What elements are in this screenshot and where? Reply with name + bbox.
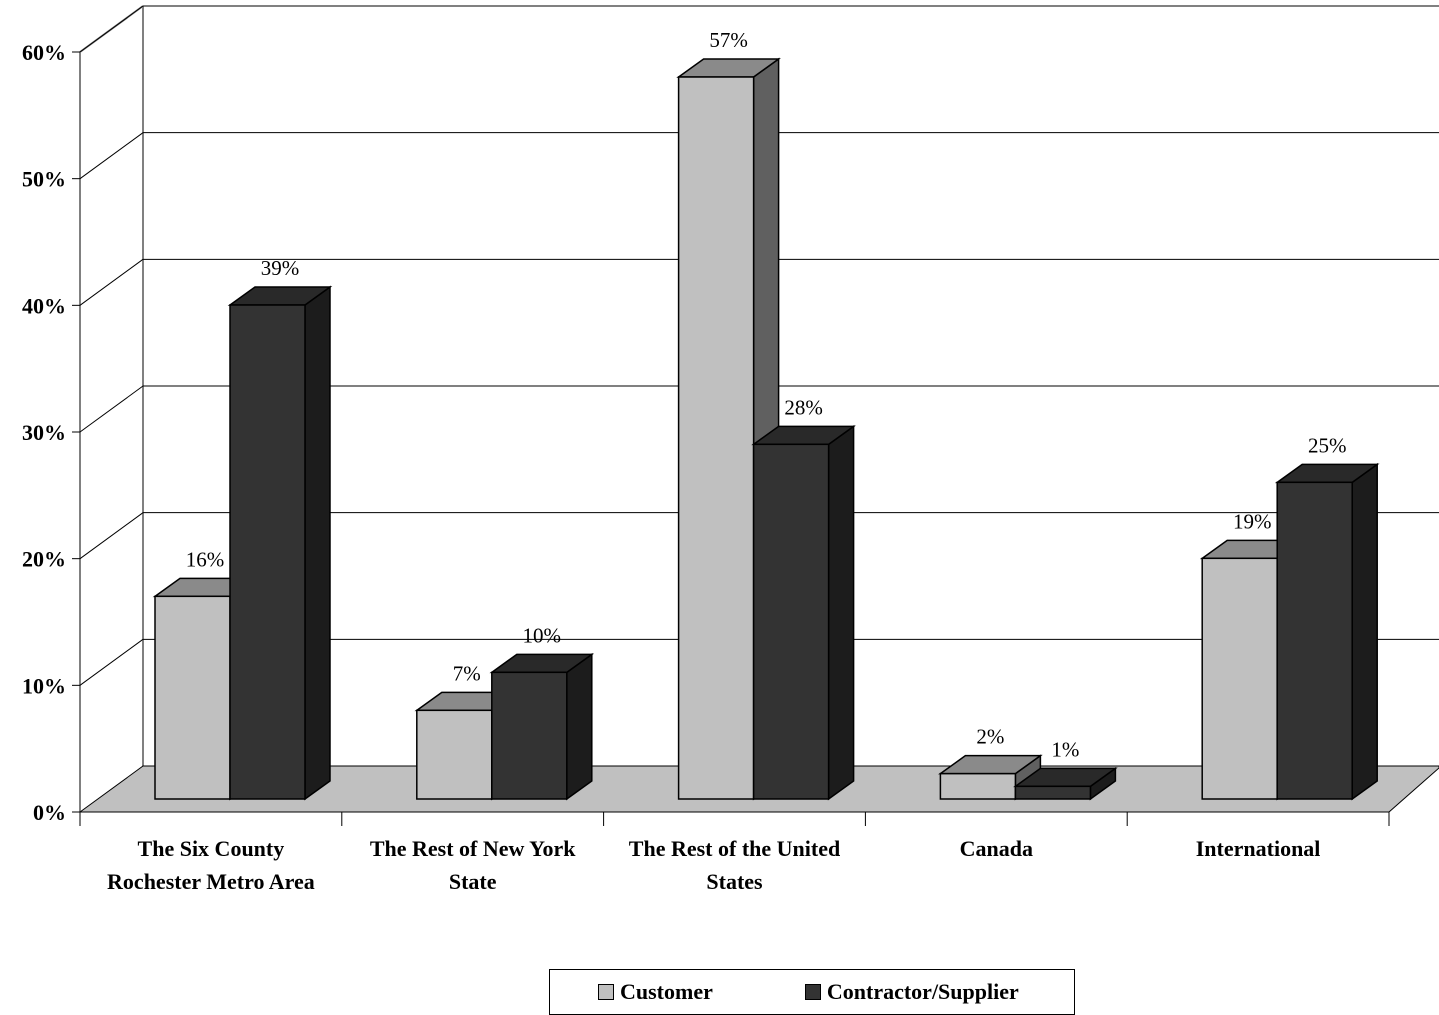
bar <box>1014 785 1092 800</box>
bar <box>416 709 493 800</box>
data-label: 28% <box>784 395 823 419</box>
legend-item-customer: Customer <box>598 979 713 1005</box>
data-labels: 16% 39% 7% 10% 57% 28% 2% 1% 19% 25% <box>186 28 1347 761</box>
bar <box>229 304 306 800</box>
bar <box>677 76 755 800</box>
legend-label-customer: Customer <box>620 979 713 1004</box>
bar <box>752 443 830 800</box>
gridline-side <box>79 385 144 433</box>
data-label: 16% <box>186 547 225 571</box>
category-label: States <box>706 869 763 894</box>
data-label: 19% <box>1233 509 1272 533</box>
data-label: 2% <box>976 725 1004 749</box>
legend-item-contractor-supplier: Contractor/Supplier <box>804 979 1019 1005</box>
bar <box>1276 481 1353 800</box>
gridline-side <box>79 132 144 180</box>
data-label: 57% <box>709 28 748 52</box>
data-label: 1% <box>1051 737 1079 761</box>
y-axis: 0% 10% 20% 30% 40% 50% 60% <box>22 40 80 825</box>
data-label: 7% <box>453 661 481 685</box>
gridline-side <box>79 5 144 53</box>
category-label: The Rest of the United <box>629 836 840 861</box>
bar <box>154 595 231 800</box>
legend-swatch-customer <box>598 984 614 1000</box>
data-label: 39% <box>261 256 300 280</box>
y-tick-label: 50% <box>22 167 66 192</box>
bars <box>152 57 1380 801</box>
bar-side <box>1351 462 1378 801</box>
gridline-side <box>79 258 144 306</box>
bar-side <box>827 424 855 801</box>
gridline-side <box>79 512 144 560</box>
data-label: 10% <box>523 623 562 647</box>
legend-label-contractor-supplier: Contractor/Supplier <box>826 979 1019 1004</box>
bar-side <box>566 652 593 801</box>
category-label: International <box>1196 836 1321 861</box>
bar <box>491 671 568 800</box>
bar <box>1201 557 1278 800</box>
y-tick-label: 10% <box>22 673 66 698</box>
y-tick-label: 20% <box>22 547 66 572</box>
data-label: 25% <box>1308 433 1347 457</box>
category-label: State <box>449 869 497 894</box>
y-tick-label: 30% <box>22 420 66 445</box>
y-tick-label: 60% <box>22 40 66 65</box>
category-label: The Six County <box>138 836 285 861</box>
y-tick-label: 40% <box>22 293 66 318</box>
bar <box>939 772 1017 800</box>
category-label: Rochester Metro Area <box>107 869 315 894</box>
legend: Customer Contractor/Supplier <box>549 969 1075 1015</box>
legend-swatch-contractor-supplier <box>804 984 821 1000</box>
gridline-side <box>79 638 144 686</box>
category-label: The Rest of New York <box>370 836 576 861</box>
category-label: Canada <box>960 836 1033 861</box>
y-tick-label: 0% <box>33 800 66 825</box>
bar-side <box>304 285 331 801</box>
x-axis: The Six County Rochester Metro Area The Re… <box>79 811 1390 894</box>
